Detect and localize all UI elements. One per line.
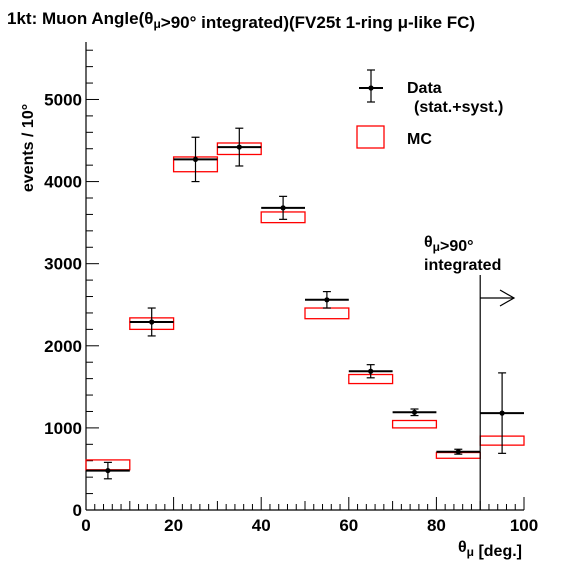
data-point [392,408,437,417]
data-marker [411,409,418,415]
y-tick-label: 2000 [44,337,82,356]
legend-mc-box [356,125,385,149]
mc-series [85,142,525,471]
x-axis-label: θμ [deg.] [458,539,522,560]
data-point [436,448,481,455]
annotation-line2: integrated [424,257,501,274]
legend-mc-label: MC [407,131,432,148]
legend-data-label: Data [407,80,442,97]
data-point [86,461,130,480]
x-tick-label: 0 [81,516,90,535]
legend-data-sublabel: (stat.+syst.) [414,99,503,116]
x-tick-label: 80 [427,516,446,535]
x-tick-label: 40 [252,516,271,535]
data-marker [149,319,155,325]
legend: Data (stat.+syst.) MC [356,69,503,149]
y-tick-label: 3000 [44,255,82,274]
legend-dot [368,85,374,91]
y-tick-label: 4000 [44,173,82,192]
data-series [86,127,524,480]
data-marker [236,144,242,150]
mc-box [391,419,438,429]
data-marker [280,205,286,211]
x-tick-label: 100 [510,516,538,535]
y-axis-label: events / 10° [20,104,37,192]
data-point [480,372,524,454]
data-marker [324,297,330,303]
data-point [129,307,174,337]
chart-title: 1kt: Muon Angle(θμ>90° integrated)(FV25t… [7,9,475,32]
y-tick-label: 1000 [44,419,82,438]
data-marker [368,368,374,374]
legend-data-marker [359,69,383,103]
data-marker [499,410,505,416]
arrow-head [499,289,516,307]
data-point [261,195,305,220]
data-point [305,291,349,309]
x-tick-label: 20 [164,516,183,535]
data-point [217,127,262,167]
annotation-line1: θμ>90° [424,234,474,255]
data-marker [455,449,461,455]
y-tick-label: 0 [73,501,82,520]
y-tick-label: 5000 [44,90,82,109]
data-marker [192,156,199,163]
integration-annotation: θμ>90° integrated [424,234,516,510]
mc-box [304,307,350,320]
data-point [348,364,393,379]
data-marker [105,467,111,474]
x-tick-label: 60 [339,516,358,535]
data-point [173,136,218,183]
